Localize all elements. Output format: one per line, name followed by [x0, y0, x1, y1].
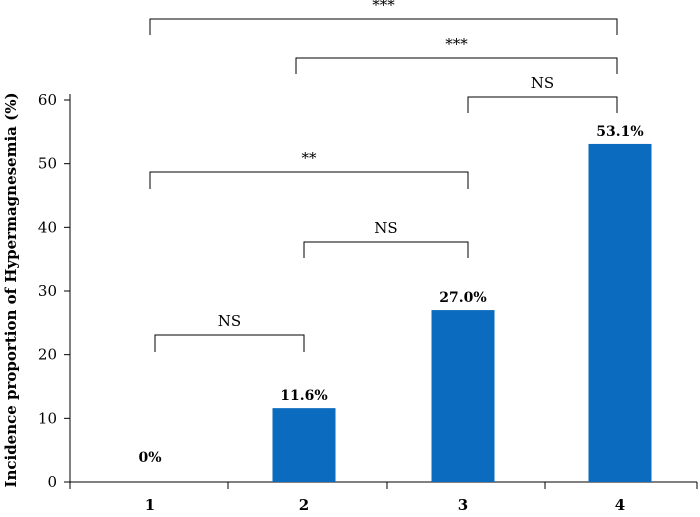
significance-label-2-4: ***	[445, 35, 468, 53]
bar-2	[272, 408, 336, 482]
bracket-2-3	[303, 241, 469, 258]
y-tick-label: 30	[38, 282, 57, 300]
data-label-4: 53.1%	[596, 124, 643, 140]
bracket-2-4	[295, 57, 618, 74]
significance-label-3-4: NS	[531, 74, 554, 92]
significance-label-2-3: NS	[374, 219, 397, 237]
x-tick-label: 4	[615, 496, 625, 514]
y-tick-label: 20	[38, 346, 57, 364]
x-tick-label: 3	[458, 496, 468, 514]
y-tick-label: 40	[38, 218, 57, 236]
data-label-2: 11.6%	[280, 388, 327, 404]
x-tick-label: 2	[299, 496, 309, 514]
bracket-1-4	[149, 18, 618, 35]
y-tick-label: 0	[47, 473, 57, 491]
x-tick-label: 1	[145, 496, 155, 514]
significance-label-1-2: NS	[218, 312, 241, 330]
significance-brackets: NS NS ** NS *** ***	[149, 0, 618, 352]
bar-3	[431, 310, 495, 482]
bars-group	[272, 143, 652, 482]
y-tick-label: 50	[38, 155, 57, 173]
axes: 0 10 20 30 40 50 60 1 2 3 4	[38, 91, 698, 514]
bracket-1-3	[149, 171, 469, 189]
bracket-1-2	[154, 334, 305, 352]
bar-4	[588, 143, 652, 482]
data-label-3: 27.0%	[439, 290, 486, 306]
significance-label-1-3: **	[302, 149, 318, 167]
bracket-3-4	[467, 96, 618, 113]
y-axis-title: Incidence proportion of Hypermagnesemia …	[2, 92, 20, 487]
y-tick-label: 10	[38, 409, 57, 427]
significance-label-1-4: ***	[372, 0, 395, 14]
data-label-1: 0%	[138, 450, 161, 466]
y-tick-label: 60	[38, 91, 57, 109]
data-labels-group: 0% 11.6% 27.0% 53.1%	[138, 124, 643, 466]
